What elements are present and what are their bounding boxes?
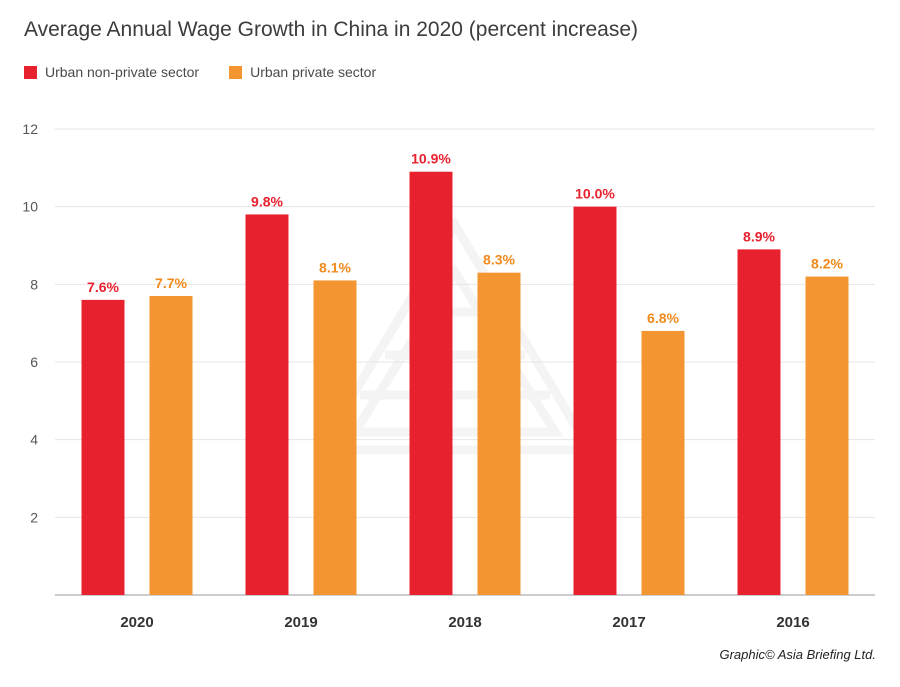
y-tick-label: 4 <box>30 432 38 448</box>
bar-private <box>805 276 849 595</box>
credit-text: Graphic© Asia Briefing Ltd. <box>719 647 876 662</box>
x-tick-label: 2018 <box>448 614 481 631</box>
bar-private <box>149 295 193 595</box>
bar-private <box>313 280 357 595</box>
x-tick-label: 2016 <box>776 614 809 631</box>
bar-non-private <box>81 299 125 595</box>
bar-non-private <box>245 214 289 595</box>
chart-legend: Urban non-private sector Urban private s… <box>24 64 406 80</box>
value-label-private: 6.8% <box>647 310 679 326</box>
legend-swatch-non-private <box>24 65 37 79</box>
legend-item-private: Urban private sector <box>229 64 376 80</box>
y-tick-label: 6 <box>30 354 38 370</box>
bar-non-private <box>737 249 781 595</box>
value-label-non-private: 7.6% <box>87 279 119 295</box>
y-tick-label: 2 <box>30 509 38 525</box>
x-tick-label: 2020 <box>120 614 153 631</box>
value-label-non-private: 9.8% <box>251 193 283 209</box>
y-tick-label: 10 <box>22 199 38 215</box>
x-tick-label: 2017 <box>612 614 645 631</box>
legend-swatch-private <box>229 65 243 79</box>
bar-private <box>477 272 521 595</box>
value-label-non-private: 10.0% <box>575 186 615 202</box>
value-label-private: 7.7% <box>155 275 187 291</box>
chart-title: Average Annual Wage Growth in China in 2… <box>24 18 639 41</box>
value-label-non-private: 10.9% <box>411 151 451 167</box>
y-tick-label: 12 <box>22 121 38 137</box>
value-label-private: 8.3% <box>483 252 515 268</box>
watermark-logo <box>312 216 598 455</box>
x-tick-label: 2019 <box>284 614 317 631</box>
bar-non-private <box>573 206 617 595</box>
bar-private <box>641 330 685 595</box>
bar-non-private <box>409 171 453 595</box>
value-label-private: 8.2% <box>811 256 843 272</box>
legend-item-non-private: Urban non-private sector <box>24 64 199 80</box>
value-label-private: 8.1% <box>319 259 351 275</box>
legend-label-non-private: Urban non-private sector <box>45 64 200 80</box>
value-label-non-private: 8.9% <box>743 228 775 244</box>
legend-label-private: Urban private sector <box>250 64 377 80</box>
y-tick-label: 8 <box>30 276 38 292</box>
